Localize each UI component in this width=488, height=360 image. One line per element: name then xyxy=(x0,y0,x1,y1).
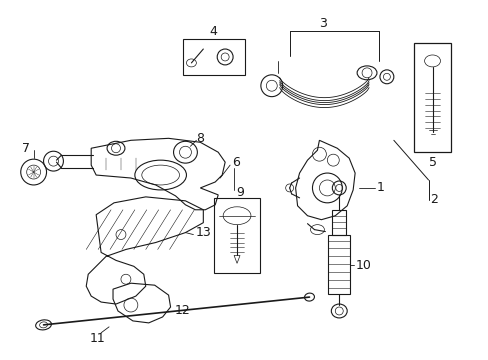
Text: 6: 6 xyxy=(232,156,240,168)
Text: 2: 2 xyxy=(429,193,438,206)
Text: 8: 8 xyxy=(196,132,204,145)
Text: 1: 1 xyxy=(376,181,384,194)
Text: 5: 5 xyxy=(427,156,436,168)
Text: 13: 13 xyxy=(195,226,211,239)
Text: 4: 4 xyxy=(209,24,217,38)
Text: 9: 9 xyxy=(236,186,244,199)
Text: 12: 12 xyxy=(174,305,190,318)
Bar xyxy=(214,198,259,273)
Text: 7: 7 xyxy=(21,142,30,155)
Bar xyxy=(183,39,244,75)
Bar xyxy=(332,210,346,235)
Text: 3: 3 xyxy=(319,17,326,30)
Bar xyxy=(327,235,349,294)
Text: 10: 10 xyxy=(355,259,371,272)
Text: 11: 11 xyxy=(89,332,105,345)
Bar xyxy=(413,43,450,152)
